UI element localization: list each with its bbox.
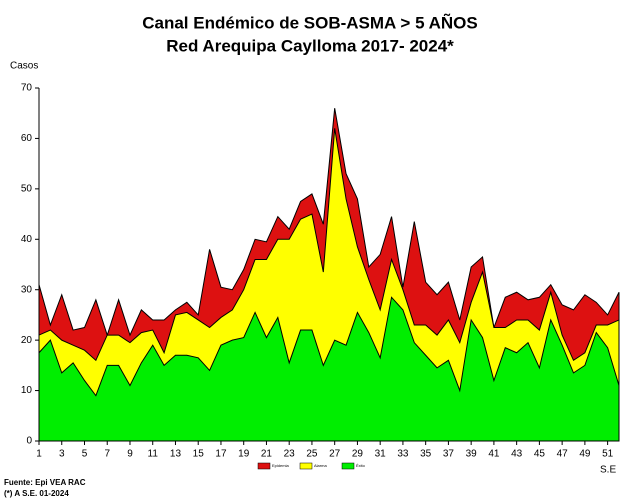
y-tick-label: 40 [21, 234, 33, 245]
chart-subtitle: Red Arequipa Caylloma 2017- 2024* [166, 36, 454, 55]
y-tick-label: 70 [21, 83, 33, 94]
x-tick-label: 37 [443, 449, 455, 460]
x-tick-label: 27 [329, 449, 341, 460]
x-tick-label: 25 [306, 449, 318, 460]
legend-swatch [341, 462, 355, 470]
legend-label: Epidemia [272, 463, 289, 468]
x-tick-label: 19 [238, 449, 250, 460]
legend-swatch [257, 462, 271, 470]
x-tick-label: 9 [127, 449, 133, 460]
chart-title: Canal Endémico de SOB-ASMA > 5 AÑOS [142, 12, 478, 32]
x-tick-label: 31 [375, 449, 387, 460]
y-tick-label: 10 [21, 385, 33, 396]
x-tick-label: 29 [352, 449, 364, 460]
x-tick-label: 41 [488, 449, 500, 460]
y-tick-label: 60 [21, 133, 33, 144]
area [38, 296, 620, 442]
y-tick-label: 50 [21, 183, 33, 194]
x-tick-label: 3 [59, 449, 65, 460]
x-tick-label: 7 [104, 449, 110, 460]
source: Fuente: Epi VEA RAC [4, 478, 86, 487]
legend-swatch [299, 462, 313, 470]
x-tick-label: 39 [466, 449, 478, 460]
x-tick-label: 51 [602, 449, 614, 460]
y-axis-label: Casos [10, 61, 38, 72]
note: (*) A S.E. 01-2024 [4, 489, 69, 498]
x-tick-label: 47 [557, 449, 569, 460]
x-tick-label: 23 [284, 449, 296, 460]
y-tick-label: 30 [21, 284, 33, 295]
y-tick-label: 20 [21, 335, 33, 346]
x-tick-label: 21 [261, 449, 273, 460]
y-tick-label: 0 [26, 436, 32, 447]
x-tick-label: 49 [579, 449, 591, 460]
x-tick-label: 5 [82, 449, 88, 460]
x-tick-label: 17 [215, 449, 227, 460]
legend-label: Alarma [314, 463, 327, 468]
x-tick-label: 11 [148, 449, 159, 460]
legend-label: Éxito [356, 463, 366, 468]
x-axis-label: S.E [600, 465, 616, 476]
x-tick-label: 35 [420, 449, 432, 460]
x-tick-label: 45 [534, 449, 546, 460]
x-tick-label: 1 [36, 449, 42, 460]
x-tick-label: 43 [511, 449, 523, 460]
x-tick-label: 33 [397, 449, 409, 460]
x-tick-label: 13 [170, 449, 182, 460]
x-tick-label: 15 [193, 449, 205, 460]
